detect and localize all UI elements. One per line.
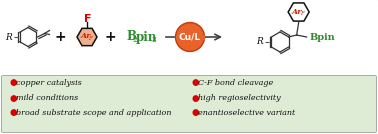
- Text: mild conditions: mild conditions: [16, 94, 78, 102]
- Text: enantioselective variant: enantioselective variant: [198, 109, 295, 117]
- Circle shape: [175, 23, 204, 51]
- Text: high regioselectivity: high regioselectivity: [198, 94, 280, 102]
- Text: +: +: [54, 30, 66, 44]
- Text: copper catalysis: copper catalysis: [16, 79, 82, 87]
- Text: B: B: [126, 31, 136, 44]
- Text: Ar: Ar: [80, 33, 91, 40]
- Text: +: +: [104, 30, 116, 44]
- Circle shape: [177, 24, 203, 50]
- Text: Bpin: Bpin: [310, 33, 335, 42]
- FancyBboxPatch shape: [2, 75, 376, 133]
- Text: Cu/L: Cu/L: [179, 33, 201, 42]
- Text: Ar: Ar: [292, 8, 302, 16]
- Text: F: F: [84, 14, 91, 24]
- Text: pin: pin: [136, 31, 157, 44]
- Text: 2: 2: [151, 36, 156, 44]
- Polygon shape: [77, 28, 97, 46]
- Text: C-F bond cleavage: C-F bond cleavage: [198, 79, 273, 87]
- Text: ●: ●: [10, 79, 18, 88]
- Text: broad substrate scope and application: broad substrate scope and application: [16, 109, 172, 117]
- Text: F: F: [300, 11, 304, 16]
- Text: R: R: [5, 33, 11, 42]
- Text: ●: ●: [192, 94, 200, 103]
- Text: ●: ●: [10, 109, 18, 118]
- Text: ●: ●: [10, 94, 18, 103]
- Text: F: F: [88, 36, 92, 41]
- Text: R: R: [256, 38, 263, 46]
- Text: ●: ●: [192, 109, 200, 118]
- Text: 2: 2: [132, 36, 137, 44]
- Text: ●: ●: [192, 79, 200, 88]
